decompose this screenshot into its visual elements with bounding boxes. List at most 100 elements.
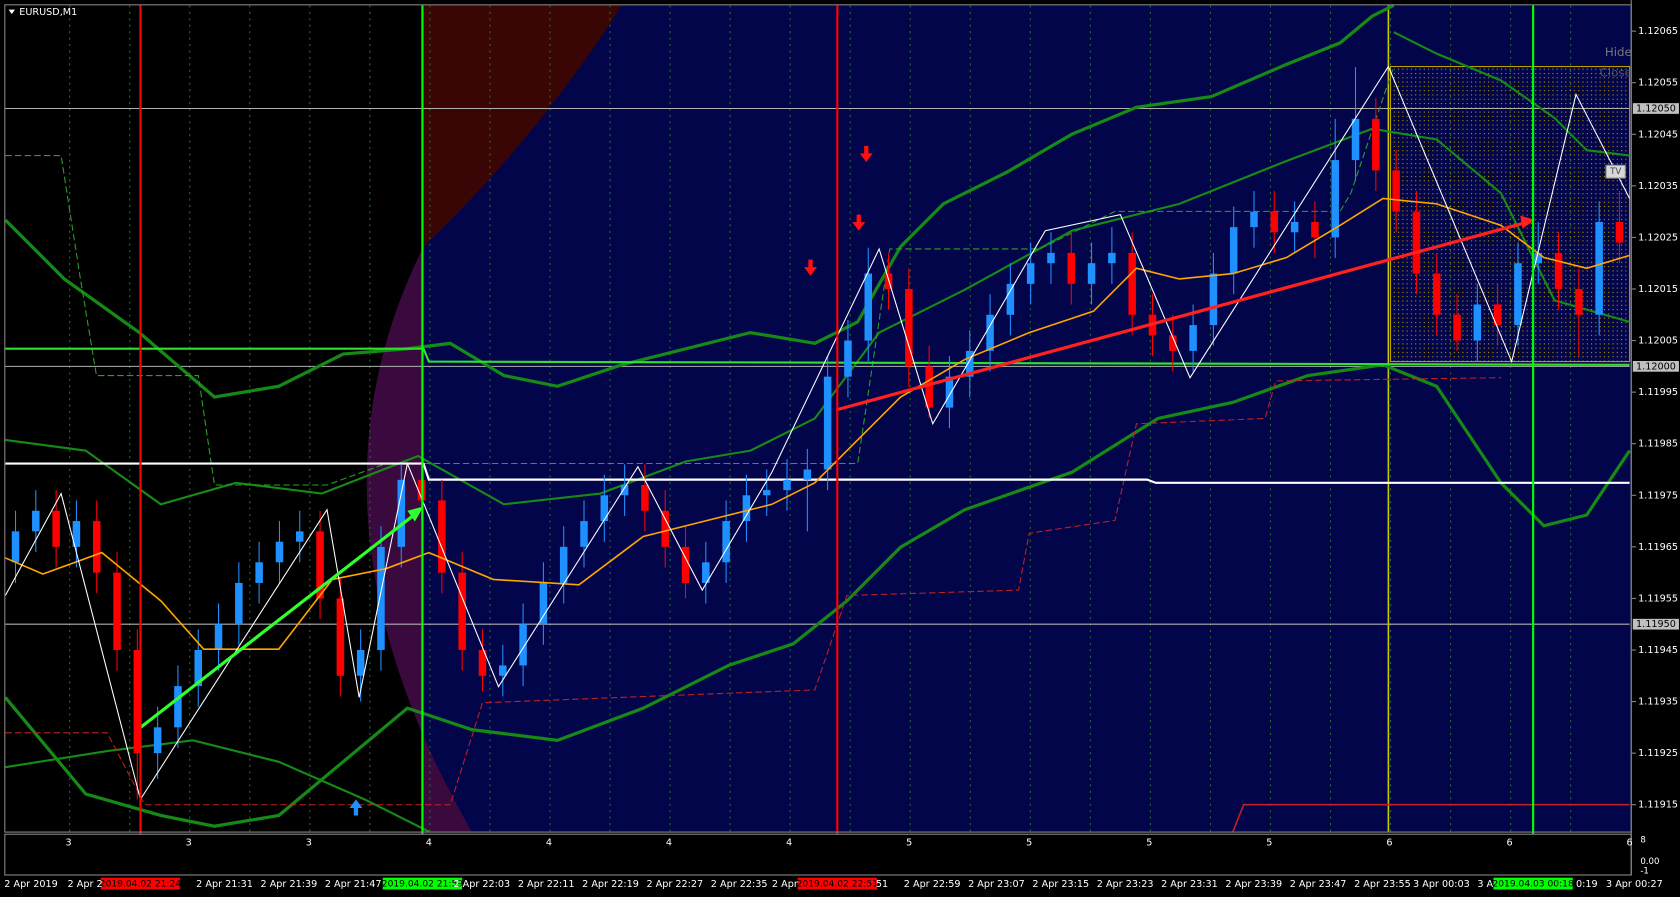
y-tick-label: 1.12035 — [1638, 181, 1678, 192]
candle-body — [1311, 221, 1319, 238]
level-label-box — [1632, 103, 1679, 114]
candle-body — [1473, 304, 1482, 341]
y-tick-label: 1.11965 — [1638, 542, 1678, 553]
candle-body — [681, 546, 690, 583]
x-tick-label: 2 Apr — [772, 879, 798, 890]
x-tick-label: 2 Apr 2 — [68, 879, 103, 890]
sub-label: 3 — [186, 837, 192, 848]
candle-body — [275, 541, 284, 563]
candle-body — [966, 350, 974, 377]
hide-button[interactable]: Hide — [1605, 45, 1632, 59]
candle-body — [214, 624, 223, 650]
band-lower — [4, 363, 1631, 828]
event-label: 2019.04.03 00:18 — [1492, 880, 1573, 890]
candle-body — [1575, 288, 1583, 315]
candle-body — [559, 546, 568, 583]
x-tick-label: 2 Apr 22:59 — [904, 879, 961, 890]
tv-button[interactable]: TV — [1609, 167, 1621, 177]
red-arrowhead — [1520, 215, 1536, 229]
level-label: 1.11950 — [1636, 619, 1676, 630]
y-tick-label: 1.11985 — [1638, 439, 1678, 450]
candle-body — [1047, 252, 1055, 264]
x-tick-label: 2 Apr 21:47 — [325, 879, 382, 890]
sub-label: 5 — [1026, 837, 1032, 848]
event-label: 2019.04.02 22:51 — [797, 880, 878, 890]
sub-label: 5 — [906, 837, 912, 848]
y-tick-label: 1.11925 — [1638, 748, 1678, 759]
sub-label: 4 — [786, 837, 792, 848]
sub-label: 6 — [1627, 837, 1633, 848]
candle-body — [377, 546, 385, 650]
x-tick-label: 2 Apr 23:23 — [1097, 879, 1154, 890]
close-button[interactable]: Close — [1600, 65, 1632, 79]
buy-arrow — [349, 799, 363, 816]
candle-body — [52, 510, 60, 547]
green-trend — [139, 510, 420, 729]
x-tick-label: 2 Apr 22:11 — [518, 879, 575, 890]
x-tick-label: 2 Apr 21:31 — [196, 879, 253, 890]
candle-body — [255, 562, 263, 583]
white-level — [5, 462, 1630, 484]
moving-average — [5, 197, 1630, 650]
candle-body — [925, 366, 933, 408]
candle-body — [438, 500, 446, 573]
candle-body — [1250, 211, 1258, 228]
candle-body — [356, 649, 365, 676]
y-tick-label: 1.12015 — [1638, 284, 1678, 295]
x-tick-label: 3 Apr 00:27 — [1606, 879, 1663, 890]
candle-body — [92, 521, 101, 573]
candle-body — [1453, 314, 1461, 341]
candle-body — [600, 495, 609, 522]
candle-body — [1493, 304, 1502, 326]
x-tick-label: 51 — [876, 879, 888, 890]
y-tick-label: 1.11945 — [1638, 645, 1678, 656]
green-arrowhead — [407, 506, 424, 522]
event-label-box — [797, 877, 877, 890]
sell-arrow — [859, 145, 873, 163]
menu-triangle[interactable] — [8, 9, 16, 14]
tv-button-box[interactable] — [1605, 164, 1626, 179]
candle-body — [1229, 227, 1238, 274]
sub-label: 3 — [66, 837, 72, 848]
axes: 1.12065 1.12055 1.12045 1.12035 1.12025 1.120… — [4, 26, 1679, 890]
sub-window — [4, 833, 1632, 876]
zigzag — [4, 65, 1631, 801]
x-tick-label: 2 Apr 23:47 — [1290, 879, 1347, 890]
candle-body — [1351, 118, 1360, 161]
candle-body — [316, 531, 324, 599]
candle-body — [641, 484, 649, 511]
band-low — [5, 739, 430, 833]
candle-body — [32, 510, 40, 532]
x-tick-label: 2 Apr 23:07 — [968, 879, 1025, 890]
candle-body — [11, 531, 20, 563]
dashed-red — [5, 377, 1501, 806]
candle-body — [539, 582, 548, 625]
vertical-lines — [139, 5, 1535, 875]
grid — [5, 5, 1630, 832]
event-label-box — [100, 877, 181, 890]
candle-body — [519, 624, 527, 666]
sub-label: 3 — [306, 837, 312, 848]
candle-body — [72, 521, 81, 547]
x-tick-label: 2 Apr 23:39 — [1225, 879, 1282, 890]
candle-body — [1534, 252, 1542, 264]
green-level — [5, 347, 1630, 366]
candle-body — [905, 288, 913, 367]
zone-red — [423, 5, 622, 247]
candle-body — [1270, 211, 1279, 233]
y-tick-label: 1.12025 — [1638, 232, 1678, 243]
x-tick-label: 2 Apr 23:31 — [1161, 879, 1218, 890]
sub-label: 4 — [426, 837, 432, 848]
candle-body — [1067, 252, 1076, 284]
red-trend — [835, 220, 1529, 412]
candle-body — [1392, 170, 1400, 212]
y-tick-label: 1.12065 — [1638, 26, 1678, 37]
candle-body — [499, 665, 507, 676]
x-tick-label: 2 Apr 22:27 — [646, 879, 703, 890]
y-tick-label: 1.11915 — [1638, 800, 1678, 811]
band-right — [1393, 31, 1630, 157]
candle-body — [397, 479, 406, 547]
candle-body — [235, 582, 243, 625]
candle-body — [762, 490, 771, 496]
